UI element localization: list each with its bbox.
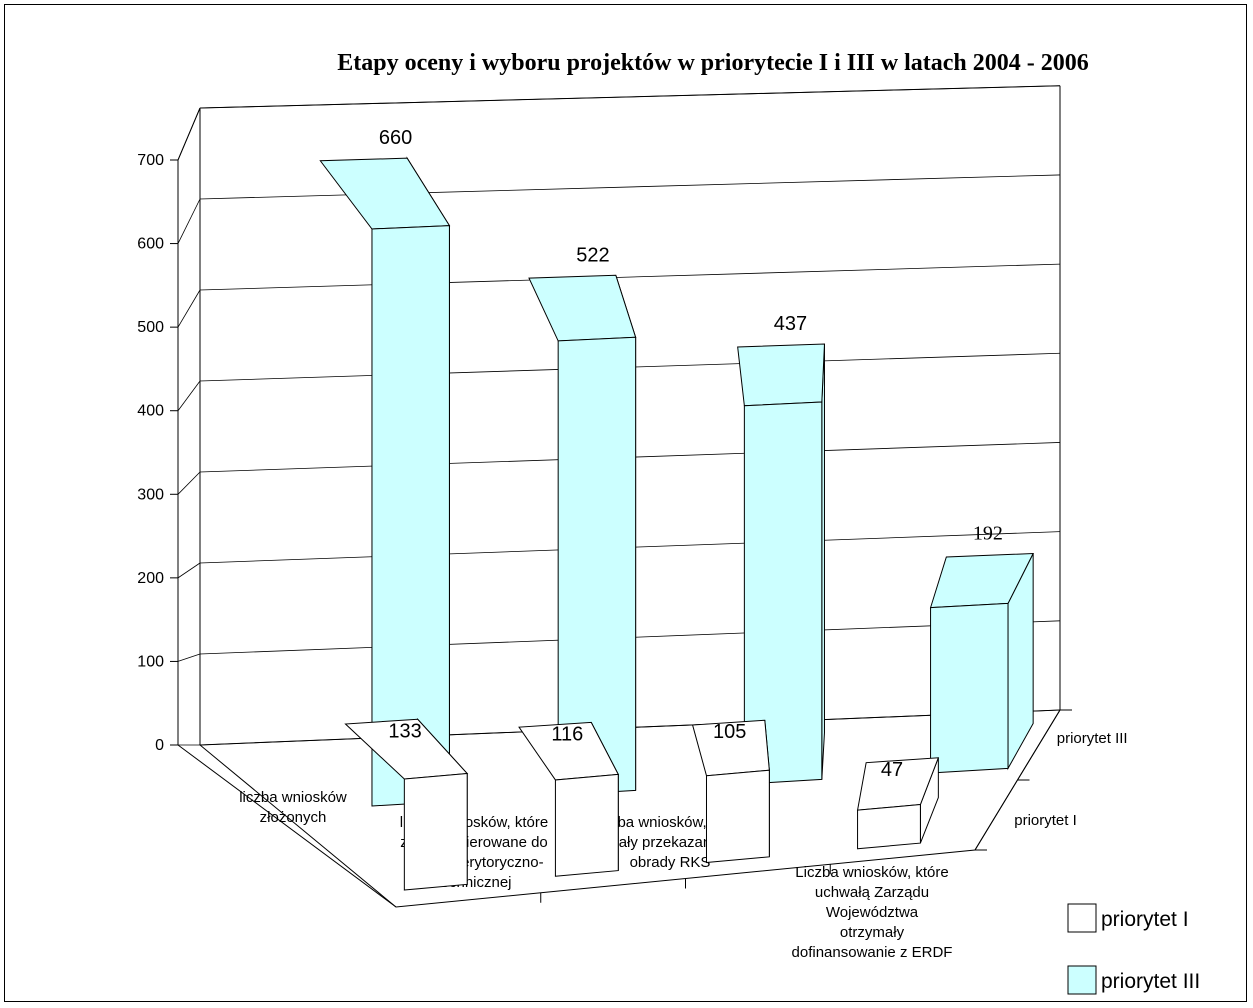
y-tick-label: 600 bbox=[137, 236, 164, 253]
y-tick-label: 400 bbox=[137, 403, 164, 420]
left-wall-top-edge bbox=[177, 107, 201, 161]
data-label: 192 bbox=[973, 523, 1003, 545]
wall-gridline bbox=[177, 653, 201, 662]
y-tick-label: 200 bbox=[137, 570, 164, 587]
legend: priorytet I priorytet III bbox=[1067, 903, 1200, 995]
data-label: 522 bbox=[576, 244, 609, 266]
legend-swatch bbox=[1067, 965, 1097, 995]
data-label: 437 bbox=[774, 313, 807, 335]
x-tick-label-line: uchwałą Zarządu bbox=[815, 884, 929, 901]
bar-top bbox=[528, 274, 637, 342]
bar-s1-c1 bbox=[528, 274, 637, 796]
x-tick-label-line: złożonych bbox=[260, 809, 327, 826]
bar-s0-c3 bbox=[856, 757, 940, 850]
bar-front bbox=[743, 401, 823, 785]
bar-s1-c2 bbox=[737, 343, 825, 785]
y-tick-label: 0 bbox=[155, 737, 164, 754]
chart-frame bbox=[4, 4, 1247, 1002]
bar-s1-c0 bbox=[319, 156, 451, 807]
gridline bbox=[199, 174, 1061, 200]
legend-label: priorytet III bbox=[1101, 970, 1200, 993]
wall-gridline bbox=[177, 289, 201, 328]
gridline bbox=[199, 263, 1061, 291]
bar-top bbox=[737, 343, 825, 407]
bar-s0-c2 bbox=[691, 719, 770, 864]
x-tick-label-line: Województwa bbox=[826, 904, 919, 921]
x-tick-label: Liczba wniosków, które uchwałą Zarządu Woj… bbox=[792, 864, 953, 961]
x-tick-label-line: Liczba wniosków, które bbox=[795, 864, 948, 881]
wall-gridline bbox=[177, 471, 201, 495]
data-label: 47 bbox=[881, 759, 903, 781]
bar-front bbox=[857, 803, 921, 850]
bar-s0-c0 bbox=[344, 717, 469, 891]
wall-gridline bbox=[177, 562, 201, 579]
depth-axis: priorytet I priorytet III bbox=[974, 709, 1128, 851]
bar-s0-c1 bbox=[518, 721, 620, 877]
x-tick-label-line: otrzymały bbox=[840, 924, 905, 941]
data-label: 116 bbox=[551, 723, 583, 745]
bar-front bbox=[705, 769, 770, 864]
back-wall-top-edge bbox=[199, 85, 1061, 109]
x-tick-label-line: obrady RKS bbox=[630, 854, 711, 871]
y-axis-ticks: 0 100 200 300 400 500 600 700 bbox=[137, 152, 178, 754]
depth-series-label: priorytet III bbox=[1057, 730, 1128, 747]
y-tick-label: 300 bbox=[137, 486, 164, 503]
bar-front bbox=[554, 773, 619, 877]
y-tick-label: 100 bbox=[137, 653, 164, 670]
legend-swatch bbox=[1067, 903, 1097, 933]
bar-top bbox=[319, 157, 451, 230]
legend-label: priorytet I bbox=[1101, 908, 1189, 931]
y-tick-label: 500 bbox=[137, 319, 164, 336]
depth-series-label: priorytet I bbox=[1014, 812, 1077, 829]
chart-title: Etapy oceny i wyboru projektów w prioryt… bbox=[337, 50, 1089, 76]
x-axis-ticks bbox=[540, 864, 831, 903]
wall-gridline bbox=[177, 198, 201, 244]
floor-left-edge bbox=[177, 744, 397, 908]
x-tick-label: liczba wniosków złożonych bbox=[239, 789, 347, 826]
x-tick-label-line: dofinansowanie z ERDF bbox=[792, 944, 953, 961]
x-tick-label-line: liczba wniosków bbox=[239, 789, 347, 806]
bar-front bbox=[403, 772, 468, 891]
data-label: 133 bbox=[388, 720, 421, 742]
bar-front bbox=[371, 225, 450, 807]
wall-gridline bbox=[177, 380, 201, 411]
data-label: 105 bbox=[713, 721, 746, 743]
data-label: 660 bbox=[379, 127, 412, 149]
bar-front bbox=[930, 602, 1009, 774]
y-tick-label: 700 bbox=[137, 152, 164, 169]
left-wall bbox=[177, 107, 201, 746]
bar-s1-c3 bbox=[929, 552, 1034, 774]
